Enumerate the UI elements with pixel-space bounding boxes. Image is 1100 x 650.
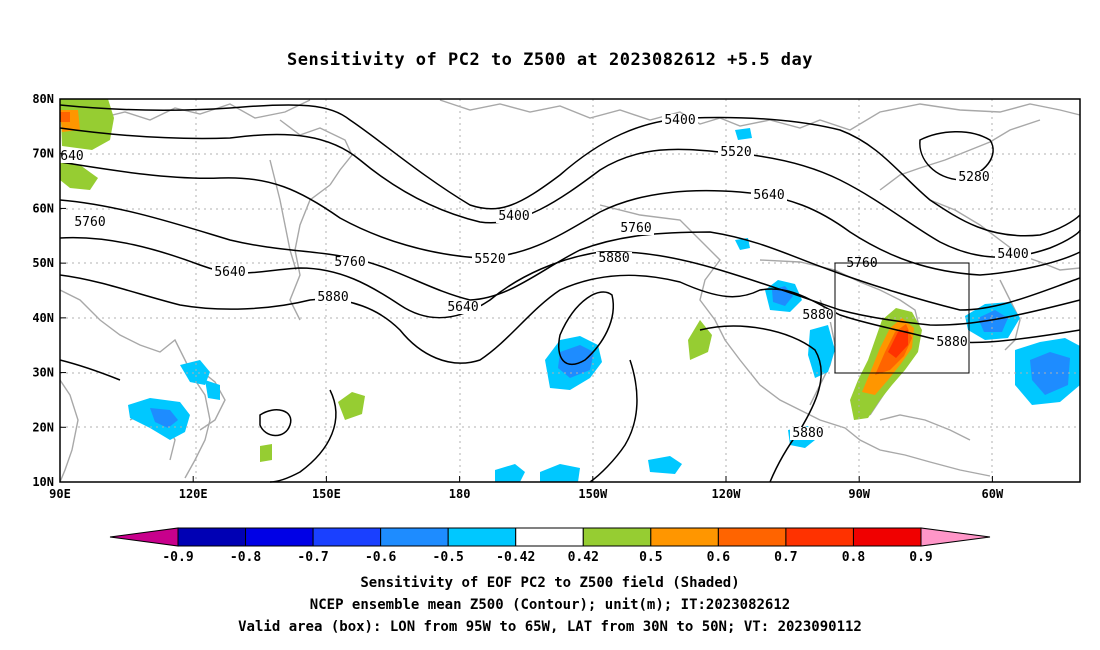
contour-label-bg bbox=[995, 248, 1031, 261]
colorbar-segment bbox=[785, 527, 854, 547]
colorbar-segment bbox=[717, 527, 787, 547]
contour-label-bg bbox=[445, 301, 481, 314]
contour-label-bg bbox=[790, 427, 826, 440]
colorbar-high-arrow bbox=[920, 527, 991, 547]
map-title: Sensitivity of PC2 to Z500 at 2023082612… bbox=[286, 50, 813, 70]
lon-label: 120W bbox=[712, 487, 742, 501]
colorbar-low-arrow bbox=[109, 527, 179, 547]
z500-contours bbox=[59, 104, 1081, 483]
lon-label: 90E bbox=[49, 487, 71, 501]
contour-label-5400: 5400 bbox=[664, 113, 695, 128]
colorbar-segment bbox=[515, 527, 584, 547]
contour-label-bg bbox=[618, 222, 654, 235]
contour-label-bg bbox=[332, 256, 368, 269]
contour-label-bg bbox=[596, 252, 632, 265]
colorbar-label: 0.6 bbox=[707, 550, 731, 565]
contour-label-640: 640 bbox=[60, 149, 83, 164]
colorbar-segment bbox=[852, 527, 922, 547]
lon-label: 60W bbox=[982, 487, 1004, 501]
caption: Sensitivity of EOF PC2 to Z500 field (Sh… bbox=[0, 572, 1100, 638]
caption-line-2: NCEP ensemble mean Z500 (Contour); unit(… bbox=[309, 597, 791, 613]
lon-label: 150W bbox=[578, 487, 608, 501]
plot-area: 5400 5520 5280 5640 5400 5400 5760 5640 5760 5520… bbox=[58, 98, 1081, 483]
lat-label: 10N bbox=[32, 475, 54, 489]
colorbar-label: -0.7 bbox=[297, 550, 328, 565]
lat-label: 30N bbox=[32, 366, 54, 380]
lon-label: 120E bbox=[179, 487, 208, 501]
colorbar-label: -0.5 bbox=[433, 550, 464, 565]
contour-label-5880: 5880 bbox=[317, 290, 348, 305]
colorbar-segment bbox=[650, 527, 719, 547]
contour-label-5880: 5880 bbox=[792, 426, 823, 441]
colorbar-segment bbox=[582, 527, 652, 547]
colorbar-label: -0.6 bbox=[365, 550, 396, 565]
colorbar-label: 0.8 bbox=[842, 550, 866, 565]
lon-label: 150E bbox=[312, 487, 341, 501]
contour-label-5760: 5760 bbox=[620, 221, 651, 236]
colorbar: -0.9 -0.8 -0.7 -0.6 -0.5 -0.42 0.42 0.5 0.6 0.7 0.… bbox=[109, 527, 991, 565]
latitude-labels: 80N 70N 60N 50N 40N 30N 20N 10N bbox=[32, 92, 66, 489]
grid-lines bbox=[60, 99, 1080, 482]
contour-label-bg bbox=[934, 336, 970, 349]
colorbar-segment bbox=[245, 527, 314, 547]
contour-label-5880: 5880 bbox=[598, 251, 629, 266]
valid-area-box bbox=[834, 262, 970, 374]
colorbar-label: -0.8 bbox=[230, 550, 261, 565]
contour-label-bg bbox=[212, 266, 248, 279]
lon-label: 90W bbox=[848, 487, 870, 501]
lon-label: 180 bbox=[449, 487, 471, 501]
plot-frame bbox=[59, 98, 1081, 483]
contour-label-5640: 5640 bbox=[214, 265, 245, 280]
contour-label-5760: 5760 bbox=[74, 215, 105, 230]
caption-line-3: Valid area (box): LON from 95W to 65W, L… bbox=[238, 619, 862, 635]
contour-label-bg bbox=[718, 146, 754, 159]
contour-label-5400: 5400 bbox=[498, 209, 529, 224]
colorbar-segment bbox=[177, 527, 247, 547]
contour-label-bg bbox=[956, 171, 992, 184]
contour-label-5280: 5280 bbox=[958, 170, 989, 185]
lat-label: 70N bbox=[32, 147, 54, 161]
colorbar-label: 0.5 bbox=[639, 550, 662, 565]
longitude-labels: 90E 120E 150E 180 150W 120W 90W 60W bbox=[49, 476, 1004, 501]
contour-label-5640: 5640 bbox=[447, 300, 478, 315]
contour-label-bg bbox=[496, 210, 532, 223]
contour-label-bg bbox=[315, 291, 351, 304]
caption-line-1: Sensitivity of EOF PC2 to Z500 field (Sh… bbox=[360, 575, 740, 591]
colorbar-segment bbox=[312, 527, 382, 547]
colorbar-label: -0.42 bbox=[496, 550, 535, 565]
contour-label-bg bbox=[472, 253, 508, 266]
colorbar-segment bbox=[447, 527, 517, 547]
contour-label-5400: 5400 bbox=[997, 247, 1028, 262]
colorbar-label: 0.42 bbox=[568, 550, 599, 565]
colorbar-label: -0.9 bbox=[162, 550, 193, 565]
lat-label: 80N bbox=[32, 92, 54, 106]
contour-label-bg bbox=[800, 309, 836, 322]
colorbar-label: 0.9 bbox=[909, 550, 932, 565]
contour-label-5640: 5640 bbox=[753, 188, 784, 203]
contour-label-bg bbox=[662, 114, 698, 127]
lat-label: 40N bbox=[32, 311, 54, 325]
lat-label: 20N bbox=[32, 420, 54, 434]
colorbar-label: 0.7 bbox=[774, 550, 797, 565]
contour-label-5880: 5880 bbox=[936, 335, 967, 350]
contour-label-5760: 5760 bbox=[334, 255, 365, 270]
contour-label-bg bbox=[751, 189, 787, 202]
colorbar-segment bbox=[380, 527, 449, 547]
contour-label-5880: 5880 bbox=[802, 308, 833, 323]
contour-label-5520: 5520 bbox=[474, 252, 505, 267]
lat-label: 60N bbox=[32, 201, 54, 215]
lat-label: 50N bbox=[32, 256, 54, 270]
contour-label-bg bbox=[72, 216, 108, 229]
contour-label-5520: 5520 bbox=[720, 145, 751, 160]
